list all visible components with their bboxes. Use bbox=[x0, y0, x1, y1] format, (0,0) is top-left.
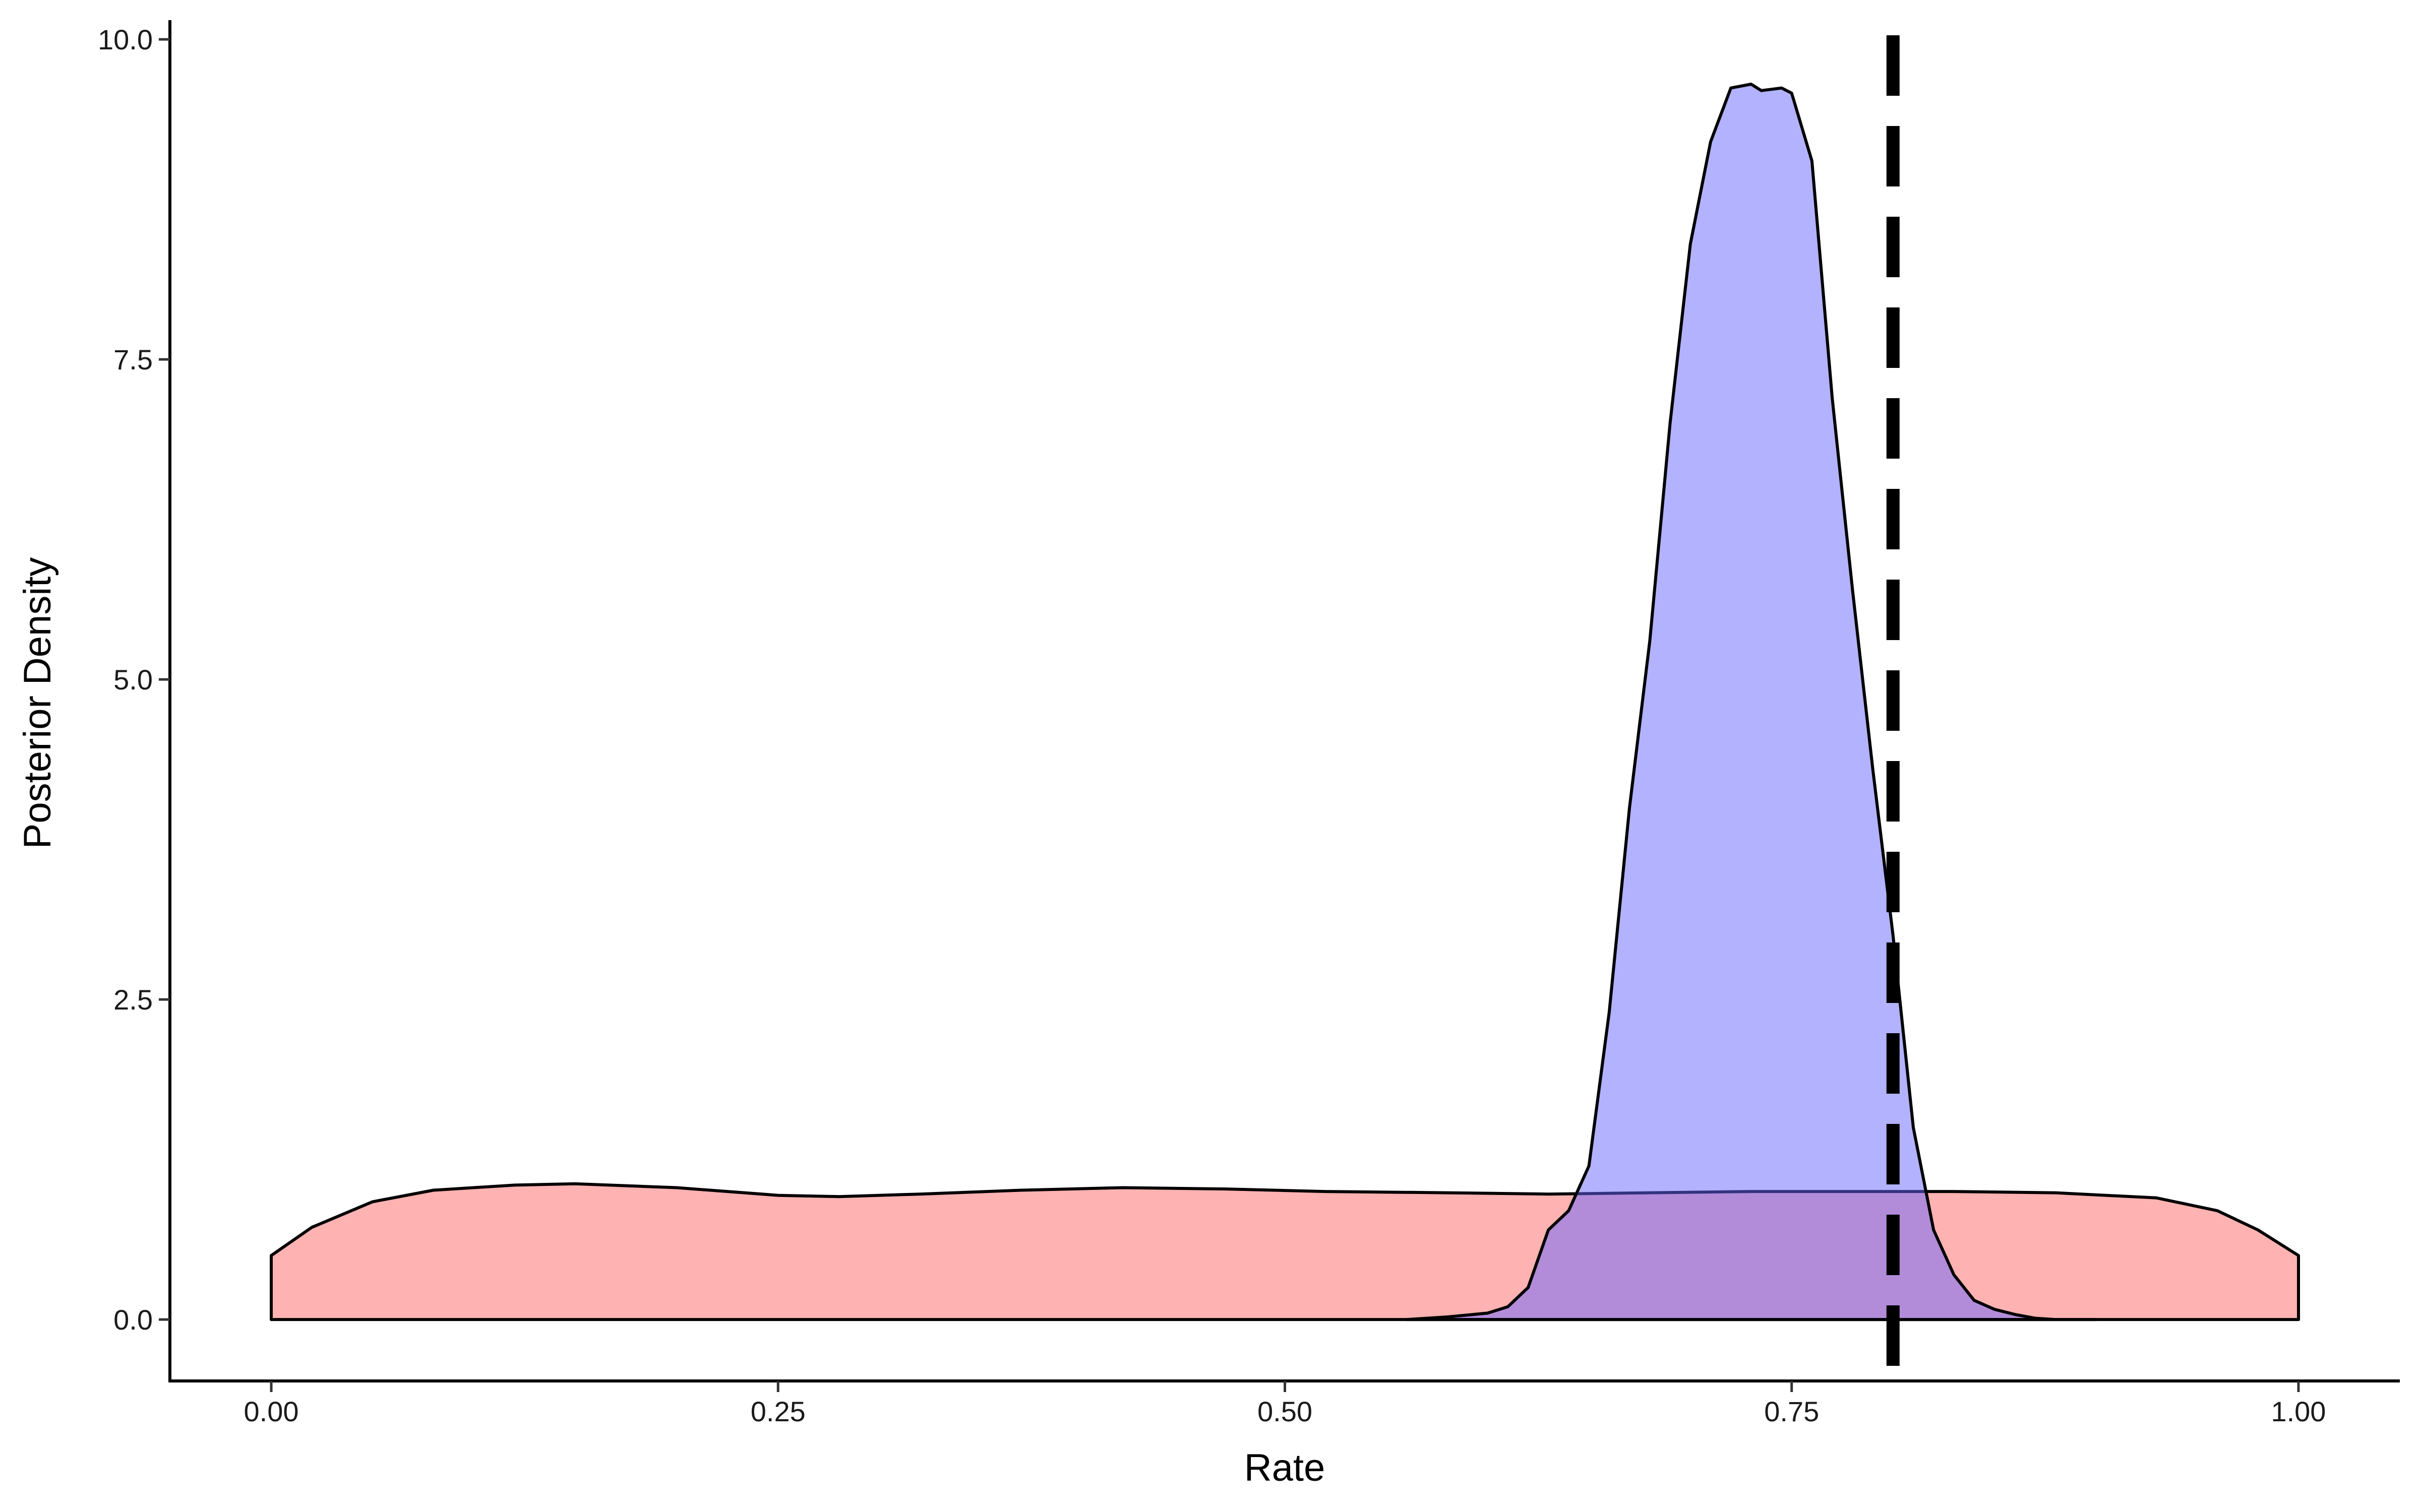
x-tick-label: 0.50 bbox=[1257, 1396, 1312, 1427]
x-axis-title: Rate bbox=[1244, 1446, 1325, 1489]
x-tick-label: 0.25 bbox=[751, 1396, 806, 1427]
y-tick-label: 10.0 bbox=[98, 24, 153, 55]
plot-area bbox=[270, 35, 2300, 1381]
x-tick-label: 1.00 bbox=[2271, 1396, 2326, 1427]
y-tick-label: 0.0 bbox=[113, 1304, 153, 1336]
y-tick-label: 7.5 bbox=[113, 344, 153, 375]
density-area-1 bbox=[271, 1183, 2298, 1320]
density-outline-1 bbox=[270, 1182, 2300, 1321]
x-tick-label: 0.75 bbox=[1764, 1396, 1819, 1427]
axes: 0.00 0.25 0.50 0.75 1.00 0.0 2.5 5.0 7.5 10.0 bbox=[98, 20, 2400, 1427]
density-area-2 bbox=[1406, 84, 2096, 1320]
y-tick-label: 5.0 bbox=[113, 664, 153, 696]
density-outline-2 bbox=[1405, 83, 2097, 1321]
y-tick-label: 2.5 bbox=[113, 984, 153, 1016]
y-axis-title: Posterior Density bbox=[16, 557, 59, 849]
x-tick-label: 0.00 bbox=[244, 1396, 299, 1427]
